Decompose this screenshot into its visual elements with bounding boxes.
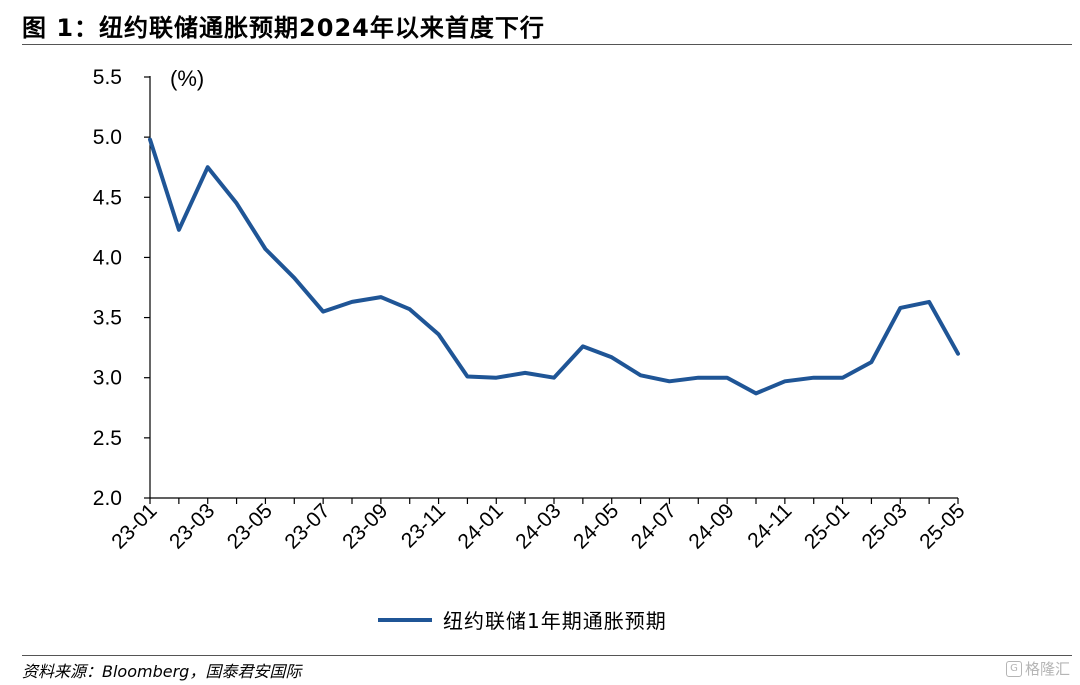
- x-tick-label: 24-01: [454, 499, 508, 553]
- x-tick-label: 25-03: [858, 499, 912, 553]
- watermark-text: 格隆汇: [1024, 660, 1070, 678]
- x-tick-label: 23-09: [338, 499, 392, 553]
- x-tick-label: 24-09: [684, 499, 738, 553]
- chart-axes: [149, 76, 958, 499]
- y-tick-label: 3.5: [93, 307, 122, 330]
- watermark: G 格隆汇: [1005, 658, 1070, 679]
- x-tick-label: 24-07: [627, 499, 681, 553]
- x-tick-label: 24-05: [569, 499, 623, 553]
- chart-title: 图 1：纽约联储通胀预期2024年以来首度下行: [22, 14, 545, 42]
- y-tick-label: 4.0: [93, 246, 122, 269]
- x-tick-label: 23-05: [223, 499, 277, 553]
- y-tick-label: 5.0: [93, 126, 122, 149]
- y-tick-label: 2.0: [93, 487, 122, 510]
- line-chart: 2.0 2.5 3.0 3.5 4.0 4.5 5.0 5.5 23-01 23-03 23-05…: [93, 66, 970, 633]
- legend: 纽约联储1年期通胀预期: [378, 609, 667, 633]
- x-tick-label: 24-03: [511, 499, 565, 553]
- x-tick-label: 23-11: [397, 499, 450, 552]
- title-divider: [22, 44, 1072, 45]
- series-group: [148, 137, 960, 396]
- y-tick-label: 2.5: [93, 427, 122, 450]
- x-tick-label: 23-07: [280, 499, 334, 553]
- watermark-logo-icon: G: [1005, 660, 1022, 677]
- legend-label: 纽约联储1年期通胀预期: [443, 609, 667, 633]
- series-line: [148, 137, 960, 396]
- source-note: 资料来源：Bloomberg，国泰君安国际: [22, 662, 302, 681]
- x-axis-ticks: 23-01 23-03 23-05 23-07 23-09 23-11 24-01 24-03…: [107, 498, 970, 554]
- y-tick-label: 5.5: [93, 66, 122, 89]
- y-axis-ticks: 2.0 2.5 3.0 3.5 4.0 4.5 5.0 5.5: [93, 66, 150, 510]
- x-tick-label: 23-03: [165, 499, 219, 553]
- x-tick-label: 25-05: [915, 499, 969, 553]
- y-tick-label: 3.0: [93, 367, 122, 390]
- y-tick-label: 4.5: [93, 186, 122, 209]
- footer-divider: [22, 655, 1072, 656]
- x-tick-label: 24-11: [743, 499, 796, 552]
- x-tick-label: 25-01: [800, 499, 854, 553]
- y-axis-unit: (%): [170, 66, 204, 91]
